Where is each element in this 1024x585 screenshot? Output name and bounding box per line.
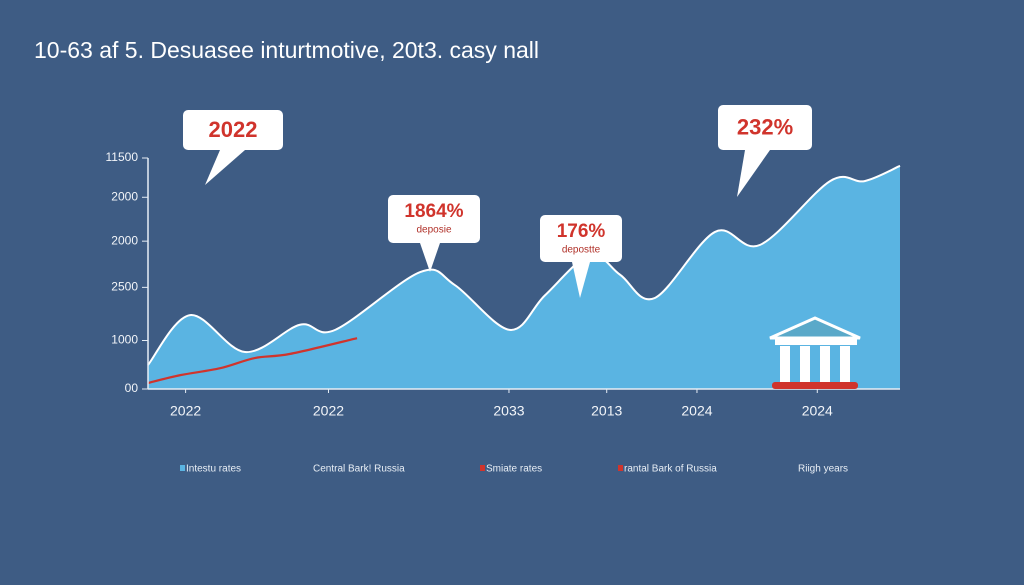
x-tick-label: 2022	[313, 403, 344, 419]
callout: 2022	[183, 110, 283, 185]
callout-box	[718, 105, 812, 150]
area	[148, 165, 900, 389]
legend-label: Central Bark! Russia	[313, 464, 405, 475]
legend-label: Intestu rates	[186, 464, 241, 475]
y-tick-label: 00	[125, 381, 139, 395]
x-tick-label: 2024	[681, 403, 712, 419]
callout-pointer	[737, 150, 770, 197]
legend-swatch	[180, 465, 185, 471]
callout-box	[388, 195, 480, 243]
callout-sub: depostte	[562, 245, 601, 256]
y-tick-label: 1000	[111, 333, 138, 347]
callout-box	[540, 215, 622, 262]
y-tick-label: 2000	[111, 189, 138, 203]
legend-label: Smiate rates	[486, 464, 542, 475]
legend-swatch	[480, 465, 485, 471]
chart-title: 10-63 af 5. Desuasee inturtmotive, 20t3.…	[34, 37, 539, 63]
bank-icon	[769, 316, 861, 389]
legend-swatch	[618, 465, 623, 471]
x-tick-label: 2033	[493, 403, 524, 419]
line	[147, 337, 358, 385]
area-edge	[147, 164, 901, 366]
legend-label: rantal Bark of Russia	[624, 464, 717, 475]
y-tick-label: 11500	[106, 150, 139, 164]
callout-box	[183, 110, 283, 150]
callout-pointer	[205, 150, 245, 185]
callout-value: 176%	[557, 221, 606, 242]
callout-pointer	[572, 262, 590, 298]
plot: 00 1000 2500 2000 2000 11500 2022 2022 2033 2013 2…	[106, 150, 901, 419]
legend-label: Riigh years	[798, 464, 848, 475]
y-tick-label: 2500	[111, 280, 138, 294]
callout: 176% depostte	[540, 215, 622, 298]
callout-value: 232%	[737, 114, 793, 139]
x-tick-label: 2024	[802, 403, 833, 419]
callout-value: 2022	[209, 117, 258, 142]
callout-sub: deposie	[416, 225, 451, 236]
x-tick-label: 2022	[170, 403, 201, 419]
callout-pointer	[420, 243, 440, 272]
x-tick-label: 2013	[591, 403, 622, 419]
callout-value: 1864%	[404, 201, 463, 222]
y-tick-label: 2000	[111, 233, 138, 247]
callout: 232%	[718, 105, 812, 197]
callout: 1864% deposie	[388, 195, 480, 272]
